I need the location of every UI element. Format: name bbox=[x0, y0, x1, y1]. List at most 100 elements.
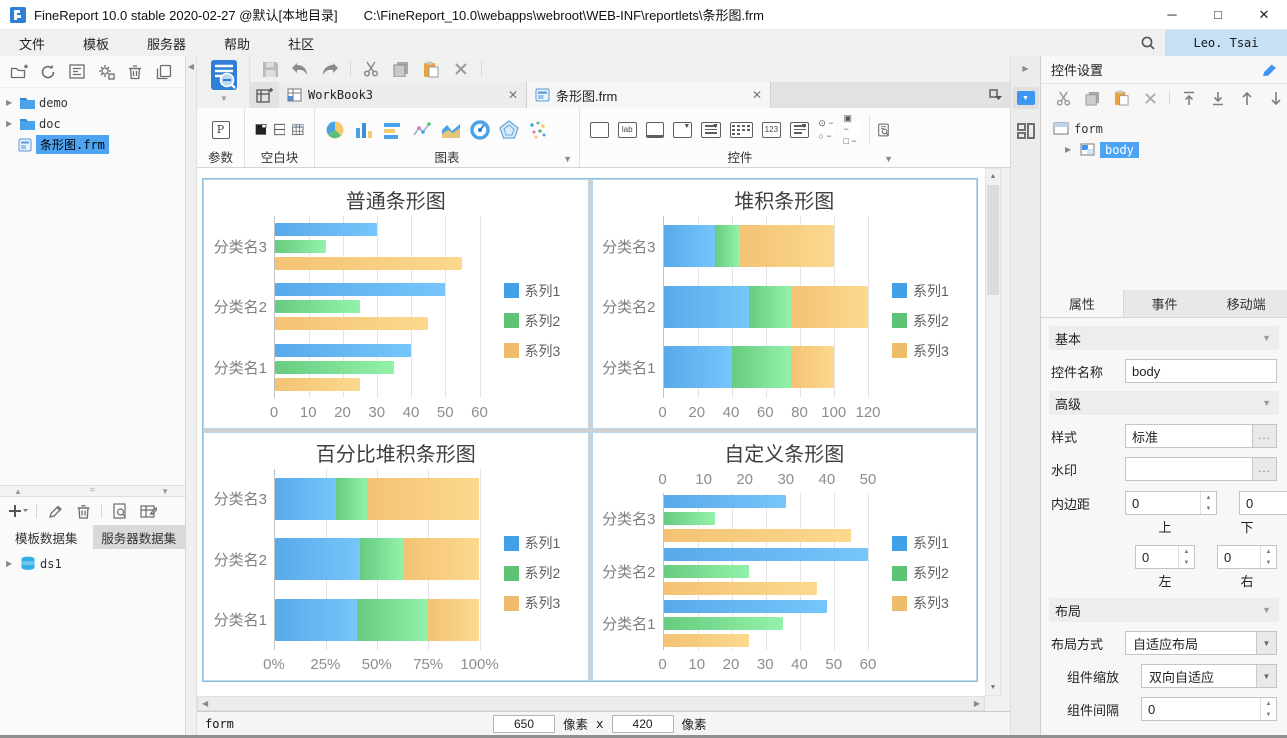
chevron-down-icon[interactable]: ▼ bbox=[563, 154, 572, 164]
new-template-tab-icon[interactable] bbox=[249, 82, 279, 108]
pie-chart-icon[interactable] bbox=[325, 120, 345, 140]
padding-bottom-stepper[interactable]: 0▲▼ bbox=[1239, 491, 1287, 515]
minimize-button[interactable]: ─ bbox=[1167, 7, 1177, 22]
watermark-input[interactable] bbox=[1125, 457, 1253, 481]
absolute-block-icon[interactable] bbox=[255, 121, 267, 138]
tab-events[interactable]: 事件 bbox=[1151, 297, 1178, 312]
menu-community[interactable]: 社区 bbox=[288, 36, 315, 52]
widget-name-input[interactable]: body bbox=[1125, 359, 1277, 383]
chart-1[interactable]: 普通条形图 分类名3 分类名2 分类名1 0 10 20 30 40 50 60 系列1 系列2 系列3 bbox=[203, 179, 589, 429]
text-widget-icon[interactable] bbox=[590, 121, 609, 138]
maximize-button[interactable]: □ bbox=[1214, 7, 1222, 22]
copy-icon[interactable] bbox=[154, 62, 174, 82]
scroll-down-icon[interactable]: ▼ bbox=[989, 684, 997, 691]
collapse-right-icon[interactable]: ▶ bbox=[1022, 64, 1029, 73]
padding-left-stepper[interactable]: 0 ▲ ▼ bbox=[1135, 545, 1195, 569]
menu-file[interactable]: 文件 bbox=[19, 36, 46, 52]
paste-icon[interactable] bbox=[1111, 88, 1131, 108]
menu-help[interactable]: 帮助 bbox=[224, 36, 251, 52]
splitter-up-icon[interactable]: ▲ bbox=[14, 487, 22, 496]
radio-group-widget-icon[interactable]: ⊙ − ○ − bbox=[818, 118, 835, 141]
move-up-icon[interactable] bbox=[1237, 88, 1257, 108]
scroll-left-icon[interactable]: ◀ bbox=[202, 699, 209, 708]
form-design-canvas[interactable]: 普通条形图 分类名3 分类名2 分类名1 0 10 20 30 40 50 60 系列1 系列2 系列3 堆… bbox=[197, 168, 985, 696]
close-tab-icon[interactable]: ✕ bbox=[507, 88, 518, 102]
plugin-settings-icon[interactable] bbox=[96, 62, 116, 82]
listbox-widget-icon[interactable]: ▼ bbox=[701, 121, 721, 138]
date-widget-icon[interactable] bbox=[729, 121, 753, 138]
column-chart-icon[interactable] bbox=[354, 120, 374, 140]
padding-top-stepper[interactable]: 0 ▲ ▼ bbox=[1125, 491, 1217, 515]
expand-arrow-icon[interactable]: ▶ bbox=[6, 98, 13, 107]
cut-icon[interactable] bbox=[1053, 88, 1073, 108]
section-advanced[interactable]: 高级 ▼ bbox=[1049, 391, 1279, 415]
number-widget-icon[interactable]: 123 bbox=[761, 121, 781, 138]
redo-icon[interactable] bbox=[320, 59, 340, 79]
parameter-pane-icon[interactable]: P bbox=[211, 120, 230, 139]
style-more-button[interactable]: ... bbox=[1253, 424, 1277, 448]
panel-splitter[interactable]: ▲ = ▼ bbox=[0, 485, 185, 497]
tab-list-icon[interactable] bbox=[980, 82, 1010, 108]
chart-grid-block[interactable]: 普通条形图 分类名3 分类名2 分类名1 0 10 20 30 40 50 60 系列1 系列2 系列3 堆… bbox=[202, 178, 978, 682]
radar-chart-icon[interactable] bbox=[499, 119, 519, 140]
chart-3[interactable]: 百分比堆积条形图 分类名3 分类名2 分类名1 0% 25% 50% 75% 100% 系列1 系列… bbox=[203, 431, 589, 681]
collapse-left-icon[interactable]: ◀ bbox=[187, 62, 195, 71]
tree-item-frm[interactable]: 条形图.frm bbox=[0, 134, 185, 155]
chevron-down-icon[interactable]: ▼ bbox=[884, 154, 893, 164]
chart-4[interactable]: 自定义条形图 0 10 20 30 40 50 分类名3 分类名2 分类名1 0 10 20 30 40 50… bbox=[591, 431, 977, 681]
widget-settings-tab-icon[interactable]: ▼ bbox=[1012, 87, 1039, 109]
tab-current-frm[interactable]: 条形图.frm ✕ bbox=[527, 82, 771, 108]
preview-dataset-icon[interactable] bbox=[110, 501, 130, 521]
scatter-chart-icon[interactable] bbox=[528, 120, 548, 140]
new-folder-icon[interactable] bbox=[9, 62, 29, 82]
query-button-icon[interactable] bbox=[878, 121, 890, 139]
move-to-bottom-icon[interactable] bbox=[1208, 88, 1228, 108]
watermark-more-button[interactable]: ... bbox=[1253, 457, 1277, 481]
dataset-item-ds1[interactable]: ▶ ds1 bbox=[0, 553, 185, 574]
menu-template[interactable]: 模板 bbox=[83, 36, 110, 52]
close-button[interactable]: ✕ bbox=[1258, 6, 1270, 22]
chart-2[interactable]: 堆积条形图 分类名3 分类名2 分类名1 0 20 40 60 80 100 120 系列1 系列2 系列… bbox=[591, 179, 977, 429]
tab-server-dataset[interactable]: 服务器数据集 bbox=[92, 525, 185, 549]
refresh-icon[interactable] bbox=[38, 62, 58, 82]
delete-x-icon[interactable] bbox=[1140, 88, 1160, 108]
cut-icon[interactable] bbox=[361, 59, 381, 79]
template-version-icon[interactable] bbox=[67, 62, 87, 82]
template-preview-button[interactable]: ▼ bbox=[206, 59, 242, 107]
area-chart-icon[interactable] bbox=[441, 120, 461, 140]
section-basic[interactable]: 基本 ▼ bbox=[1049, 326, 1279, 350]
expand-arrow-icon[interactable]: ▶ bbox=[6, 559, 13, 568]
form-height-input[interactable]: 420 bbox=[611, 714, 674, 733]
undo-icon[interactable] bbox=[290, 59, 310, 79]
delete-icon[interactable] bbox=[125, 62, 145, 82]
style-input[interactable]: 标准 bbox=[1125, 424, 1253, 448]
expand-arrow-icon[interactable]: ▶ bbox=[1065, 145, 1072, 154]
component-gap-stepper[interactable]: 0 ▲ ▼ bbox=[1141, 697, 1277, 721]
add-dataset-icon[interactable] bbox=[8, 501, 28, 521]
tab-mobile[interactable]: 移动端 bbox=[1226, 297, 1266, 312]
tab-workbook3[interactable]: WorkBook3 ✕ bbox=[279, 82, 527, 108]
layout-mode-select[interactable]: 自适应布局 ▼ bbox=[1125, 631, 1277, 655]
move-down-icon[interactable] bbox=[1266, 88, 1286, 108]
widget-tree-item-body[interactable]: ▶ body bbox=[1041, 139, 1287, 160]
left-collapse-strip[interactable]: ◀ bbox=[186, 56, 197, 735]
edit-dataset-icon[interactable] bbox=[45, 501, 65, 521]
scroll-up-icon[interactable]: ▲ bbox=[989, 173, 997, 180]
copy-page-icon[interactable] bbox=[391, 59, 411, 79]
padding-right-stepper[interactable]: 0 ▲ ▼ bbox=[1217, 545, 1277, 569]
component-library-icon[interactable] bbox=[1016, 123, 1035, 139]
section-layout[interactable]: 布局 ▼ bbox=[1049, 598, 1279, 622]
menu-server[interactable]: 服务器 bbox=[147, 36, 187, 52]
delete-x-icon[interactable] bbox=[451, 59, 471, 79]
bar-chart-icon[interactable] bbox=[383, 120, 403, 140]
label-widget-icon[interactable]: lab bbox=[617, 121, 637, 138]
gauge-chart-icon[interactable] bbox=[470, 119, 490, 140]
tree-item-doc[interactable]: ▶ doc bbox=[0, 113, 185, 134]
textarea-widget-icon[interactable] bbox=[645, 121, 665, 138]
report-block-icon[interactable] bbox=[292, 121, 304, 138]
tab-template-dataset[interactable]: 模板数据集 bbox=[0, 525, 93, 549]
tab-block-icon[interactable] bbox=[273, 121, 286, 138]
tab-attributes[interactable]: 属性 bbox=[1041, 290, 1124, 317]
canvas-vertical-scrollbar[interactable]: ▲ ▼ bbox=[985, 168, 1001, 696]
line-chart-icon[interactable] bbox=[412, 120, 432, 140]
